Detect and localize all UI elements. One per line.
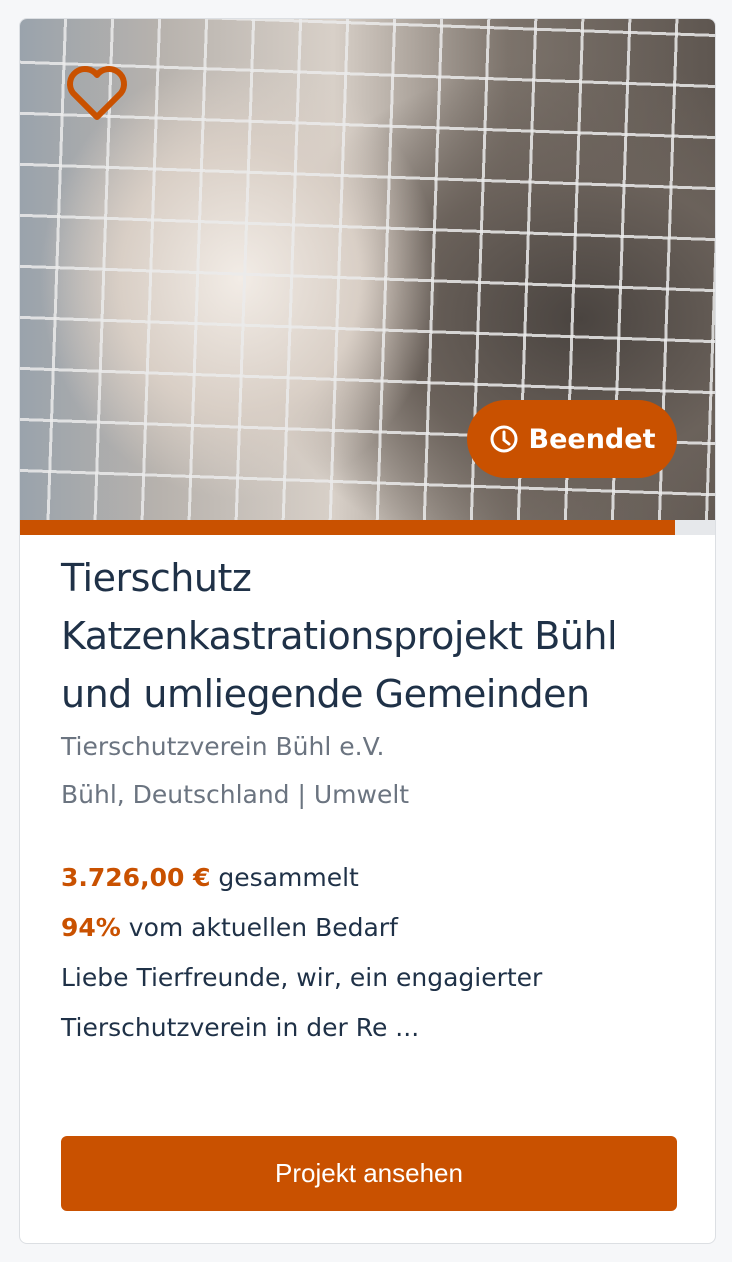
percent-suffix: vom aktuellen Bedarf	[120, 913, 398, 942]
project-card: Beendet Tierschutz Katzenkastrationsproj…	[19, 18, 716, 1244]
heart-icon[interactable]	[64, 63, 130, 123]
project-title: Tierschutz Katzenkastrationsprojekt Bühl…	[61, 556, 618, 716]
percent-of-need: 94% vom aktuellen Bedarf	[61, 903, 681, 953]
location-category: Bühl, Deutschland | Umwelt	[61, 780, 410, 809]
view-project-button[interactable]: Projekt ansehen	[61, 1136, 677, 1211]
amount-value: 3.726,00 €	[61, 863, 211, 892]
organization: Tierschutzverein Bühl e.V.	[61, 732, 385, 761]
percent-value: 94%	[61, 913, 121, 942]
status-badge: Beendet	[467, 400, 677, 478]
status-label: Beendet	[528, 423, 656, 455]
project-description: Liebe Tierfreunde, wir, ein engagierter …	[61, 963, 543, 1042]
clock-icon	[490, 425, 517, 453]
progress-fill	[20, 520, 676, 535]
amount-collected: 3.726,00 € gesammelt	[61, 853, 681, 903]
funding-progress-bar	[20, 520, 715, 535]
amount-suffix: gesammelt	[210, 863, 359, 892]
